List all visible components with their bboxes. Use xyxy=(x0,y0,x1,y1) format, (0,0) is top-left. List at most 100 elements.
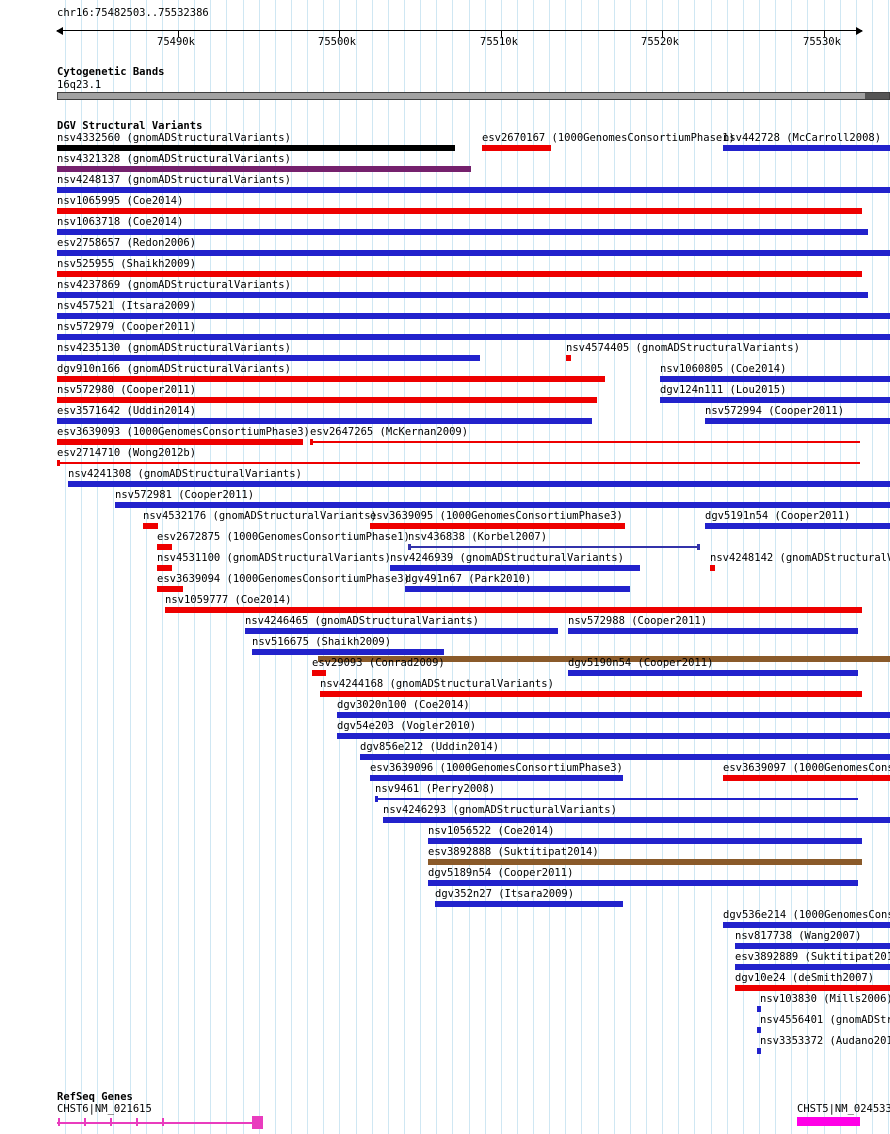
variant-bar[interactable] xyxy=(735,943,890,949)
variant-label[interactable]: dgv10e24 (deSmith2007) xyxy=(735,972,875,984)
gene-intron-line[interactable] xyxy=(57,1122,257,1124)
variant-label[interactable]: esv3639097 (1000GenomesConsortiumPhase3) xyxy=(723,762,890,774)
variant-bar[interactable] xyxy=(568,670,858,676)
variant-label[interactable]: nsv4332560 (gnomADStructuralVariants) xyxy=(57,132,291,144)
variant-label[interactable]: esv3892888 (Suktitipat2014) xyxy=(428,846,599,858)
variant-label[interactable]: nsv4241308 (gnomADStructuralVariants) xyxy=(68,468,302,480)
variant-bar[interactable] xyxy=(57,292,868,298)
variant-bar[interactable] xyxy=(405,586,630,592)
variant-bar[interactable] xyxy=(360,754,890,760)
variant-label[interactable]: nsv4321328 (gnomADStructuralVariants) xyxy=(57,153,291,165)
variant-bar[interactable] xyxy=(390,565,640,571)
variant-label[interactable]: nsv457521 (Itsara2009) xyxy=(57,300,197,312)
variant-label[interactable]: nsv1065995 (Coe2014) xyxy=(57,195,184,207)
variant-bar[interactable] xyxy=(57,355,480,361)
variant-bar[interactable] xyxy=(312,670,326,676)
variant-label[interactable]: esv2714710 (Wong2012b) xyxy=(57,447,197,459)
gene-label[interactable]: CHST6|NM_021615 xyxy=(57,1103,152,1115)
variant-bar[interactable] xyxy=(252,649,444,655)
variant-label[interactable]: dgv491n67 (Park2010) xyxy=(405,573,532,585)
variant-bar[interactable] xyxy=(705,523,890,529)
gene-box[interactable] xyxy=(797,1117,860,1126)
variant-label[interactable]: nsv572980 (Cooper2011) xyxy=(57,384,197,396)
variant-label[interactable]: nsv4556401 (gnomADStructuralVariants) xyxy=(760,1014,890,1026)
variant-bar[interactable] xyxy=(482,145,551,151)
variant-bar[interactable] xyxy=(57,334,890,340)
variant-line[interactable] xyxy=(310,441,860,443)
variant-line[interactable] xyxy=(408,546,700,548)
variant-bar[interactable] xyxy=(57,439,303,445)
variant-bar[interactable] xyxy=(757,1006,761,1012)
variant-bar[interactable] xyxy=(568,628,858,634)
variant-bar[interactable] xyxy=(566,355,571,361)
variant-bar[interactable] xyxy=(660,397,890,403)
variant-label[interactable]: nsv516675 (Shaikh2009) xyxy=(252,636,392,648)
variant-bar[interactable] xyxy=(57,145,455,151)
variant-bar[interactable] xyxy=(57,397,597,403)
cytoband-bar[interactable] xyxy=(57,92,890,100)
variant-label[interactable]: dgv5190n54 (Cooper2011) xyxy=(568,657,714,669)
variant-bar[interactable] xyxy=(318,656,890,662)
variant-bar[interactable] xyxy=(115,502,890,508)
variant-bar[interactable] xyxy=(157,586,183,592)
variant-label[interactable]: esv2647265 (McKernan2009) xyxy=(310,426,469,438)
variant-label[interactable]: dgv352n27 (Itsara2009) xyxy=(435,888,575,900)
variant-bar[interactable] xyxy=(143,523,158,529)
variant-bar[interactable] xyxy=(428,838,862,844)
variant-label[interactable]: nsv572988 (Cooper2011) xyxy=(568,615,708,627)
variant-label[interactable]: esv3639094 (1000GenomesConsortiumPhase3) xyxy=(157,573,410,585)
gene-exon-box[interactable] xyxy=(252,1116,263,1129)
variant-label[interactable]: nsv4246293 (gnomADStructuralVariants) xyxy=(383,804,617,816)
variant-label[interactable]: dgv910n166 (gnomADStructuralVariants) xyxy=(57,363,291,375)
variant-label[interactable]: nsv4235130 (gnomADStructuralVariants) xyxy=(57,342,291,354)
variant-bar[interactable] xyxy=(705,418,890,424)
variant-bar[interactable] xyxy=(370,523,625,529)
gene-label[interactable]: CHST5|NM_024533 xyxy=(797,1103,890,1115)
variant-bar[interactable] xyxy=(57,250,890,256)
variant-bar[interactable] xyxy=(428,859,862,865)
variant-label[interactable]: nsv4532176 (gnomADStructuralVariants) xyxy=(143,510,377,522)
variant-bar[interactable] xyxy=(723,145,890,151)
variant-bar[interactable] xyxy=(57,229,868,235)
variant-label[interactable]: esv3639095 (1000GenomesConsortiumPhase3) xyxy=(370,510,623,522)
variant-label[interactable]: nsv442728 (McCarroll2008) xyxy=(723,132,882,144)
variant-line[interactable] xyxy=(375,798,858,800)
variant-label[interactable]: nsv572979 (Cooper2011) xyxy=(57,321,197,333)
variant-bar[interactable] xyxy=(57,208,862,214)
variant-label[interactable]: nsv4531100 (gnomADStructuralVariants) xyxy=(157,552,391,564)
variant-label[interactable]: esv3639096 (1000GenomesConsortiumPhase3) xyxy=(370,762,623,774)
variant-bar[interactable] xyxy=(723,922,890,928)
variant-label[interactable]: nsv103830 (Mills2006) xyxy=(760,993,890,1005)
variant-label[interactable]: dgv856e212 (Uddin2014) xyxy=(360,741,500,753)
variant-label[interactable]: nsv525955 (Shaikh2009) xyxy=(57,258,197,270)
variant-label[interactable]: dgv54e203 (Vogler2010) xyxy=(337,720,477,732)
variant-bar[interactable] xyxy=(435,901,623,907)
variant-bar[interactable] xyxy=(57,271,862,277)
variant-bar[interactable] xyxy=(57,376,605,382)
variant-label[interactable]: nsv4248142 (gnomADStructuralVariants) xyxy=(710,552,890,564)
variant-bar[interactable] xyxy=(57,166,471,172)
variant-bar[interactable] xyxy=(383,817,890,823)
variant-label[interactable]: nsv4574405 (gnomADStructuralVariants) xyxy=(566,342,800,354)
variant-label[interactable]: esv2670167 (1000GenomesConsortiumPhase1) xyxy=(482,132,735,144)
variant-label[interactable]: nsv3353372 (Audano2019) xyxy=(760,1035,890,1047)
variant-bar[interactable] xyxy=(370,775,623,781)
variant-bar[interactable] xyxy=(57,313,890,319)
variant-label[interactable]: nsv817738 (Wang2007) xyxy=(735,930,862,942)
variant-bar[interactable] xyxy=(57,187,890,193)
variant-label[interactable]: nsv9461 (Perry2008) xyxy=(375,783,496,795)
variant-label[interactable]: nsv572994 (Cooper2011) xyxy=(705,405,845,417)
variant-label[interactable]: dgv5189n54 (Cooper2011) xyxy=(428,867,574,879)
variant-label[interactable]: nsv436838 (Korbel2007) xyxy=(408,531,548,543)
variant-label[interactable]: esv3639093 (1000GenomesConsortiumPhase3) xyxy=(57,426,310,438)
variant-label[interactable]: nsv4248137 (gnomADStructuralVariants) xyxy=(57,174,291,186)
variant-bar[interactable] xyxy=(320,691,862,697)
ruler-left-arrow[interactable] xyxy=(56,27,63,35)
variant-bar[interactable] xyxy=(57,418,592,424)
variant-label[interactable]: nsv1063718 (Coe2014) xyxy=(57,216,184,228)
variant-label[interactable]: esv2672875 (1000GenomesConsortiumPhase1) xyxy=(157,531,410,543)
variant-bar[interactable] xyxy=(165,607,862,613)
variant-label[interactable]: nsv4246939 (gnomADStructuralVariants) xyxy=(390,552,624,564)
variant-label[interactable]: esv29093 (Conrad2009) xyxy=(312,657,445,669)
variant-label[interactable]: esv3892889 (Suktitipat2014) xyxy=(735,951,890,963)
